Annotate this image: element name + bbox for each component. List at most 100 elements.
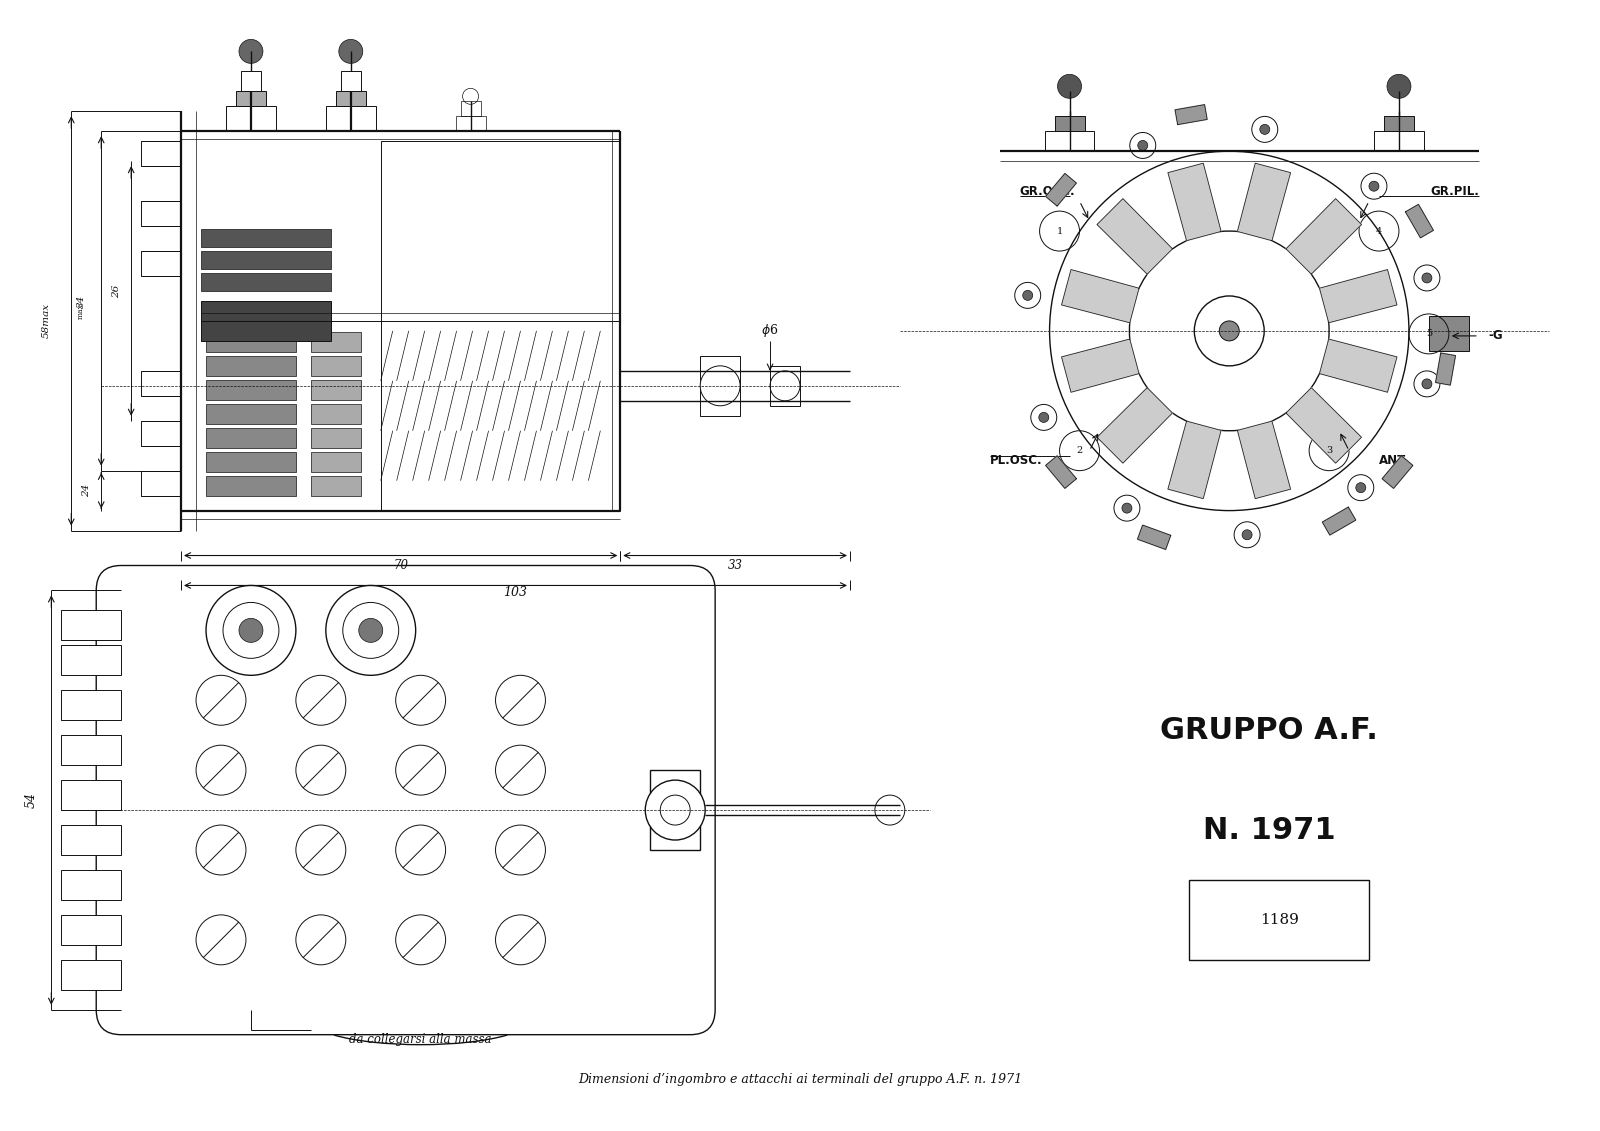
Bar [141, 201, 181, 226]
Circle shape [1414, 371, 1440, 397]
Polygon shape [1435, 353, 1456, 385]
Polygon shape [1286, 199, 1362, 274]
Bar [235, 92, 266, 106]
Circle shape [296, 745, 346, 795]
Circle shape [1362, 173, 1387, 199]
Circle shape [1122, 503, 1131, 513]
Text: GR.PIL.: GR.PIL. [1430, 184, 1478, 198]
Bar [61, 824, 122, 855]
Text: da collegarsi alla massa: da collegarsi alla massa [349, 1034, 491, 1046]
Bar [206, 404, 296, 424]
Circle shape [395, 675, 446, 725]
Circle shape [1130, 132, 1155, 158]
Text: 24: 24 [82, 484, 91, 498]
Bar [61, 690, 122, 720]
Bar [202, 230, 331, 247]
Polygon shape [1138, 525, 1171, 550]
Circle shape [496, 675, 546, 725]
Text: 1: 1 [1056, 226, 1062, 235]
Text: Dimensioni d’ingombro e attacchi ai terminali del gruppo A.F. n. 1971: Dimensioni d’ingombro e attacchi ai term… [578, 1073, 1022, 1086]
Bar [202, 301, 331, 340]
Circle shape [395, 745, 446, 795]
Circle shape [496, 915, 546, 965]
Text: max: max [77, 303, 85, 319]
Text: 26: 26 [112, 284, 120, 297]
Bar [381, 141, 621, 510]
Circle shape [1114, 495, 1139, 521]
Text: 1189: 1189 [1259, 913, 1299, 927]
Circle shape [1259, 124, 1270, 135]
Polygon shape [1237, 163, 1291, 241]
Text: 103: 103 [504, 586, 528, 599]
Bar [242, 71, 261, 92]
Bar [336, 92, 366, 106]
Circle shape [1014, 283, 1040, 309]
Bar [310, 451, 360, 472]
Bar [310, 380, 360, 399]
Circle shape [1030, 405, 1056, 431]
Circle shape [206, 586, 296, 675]
Text: -G: -G [1490, 329, 1504, 343]
Bar [141, 371, 181, 396]
Bar [202, 251, 331, 269]
Bar [202, 273, 331, 291]
Bar [61, 735, 122, 766]
Bar [61, 646, 122, 675]
Text: 5: 5 [1426, 329, 1432, 338]
Bar [1054, 116, 1085, 131]
Text: 34: 34 [77, 294, 86, 308]
Text: 70: 70 [394, 559, 408, 572]
Text: 54: 54 [26, 792, 38, 808]
Text: $\phi$6: $\phi$6 [762, 322, 779, 339]
Bar [61, 870, 122, 900]
Circle shape [1387, 75, 1411, 98]
Circle shape [1242, 529, 1253, 539]
Circle shape [1347, 475, 1374, 501]
Text: GR.OSC.: GR.OSC. [1019, 184, 1075, 198]
Polygon shape [1320, 339, 1397, 392]
Bar [461, 102, 480, 116]
Polygon shape [1061, 269, 1139, 322]
Circle shape [1370, 181, 1379, 191]
Circle shape [197, 745, 246, 795]
Circle shape [1414, 265, 1440, 291]
Circle shape [1022, 291, 1032, 301]
Circle shape [875, 795, 906, 824]
Bar [650, 770, 701, 851]
Circle shape [197, 824, 246, 875]
Bar [61, 611, 122, 640]
Circle shape [339, 40, 363, 63]
FancyBboxPatch shape [96, 566, 715, 1035]
Text: 33: 33 [728, 559, 742, 572]
Bar [310, 428, 360, 448]
Bar [341, 71, 360, 92]
Text: ANT.: ANT. [1379, 455, 1410, 467]
Bar [206, 331, 296, 352]
Polygon shape [1061, 339, 1139, 392]
Bar [141, 421, 181, 446]
Bar [456, 116, 485, 131]
Text: 2: 2 [1077, 447, 1083, 455]
Bar [141, 470, 181, 495]
Bar [701, 356, 741, 416]
Bar [206, 428, 296, 448]
Circle shape [238, 619, 262, 642]
Bar [1384, 116, 1414, 131]
Text: N. 1971: N. 1971 [1203, 815, 1336, 845]
Circle shape [1138, 140, 1147, 150]
Circle shape [496, 745, 546, 795]
Bar [770, 365, 800, 406]
Bar [206, 356, 296, 375]
Polygon shape [1286, 388, 1362, 463]
Bar [61, 780, 122, 810]
Circle shape [1251, 116, 1278, 143]
Bar [206, 380, 296, 399]
Bar [310, 356, 360, 375]
Text: GRUPPO A.F.: GRUPPO A.F. [1160, 716, 1378, 744]
Circle shape [395, 824, 446, 875]
Bar [206, 451, 296, 472]
Polygon shape [1168, 421, 1221, 499]
Circle shape [1422, 273, 1432, 283]
Polygon shape [1046, 173, 1077, 206]
Text: 3: 3 [1326, 447, 1333, 455]
